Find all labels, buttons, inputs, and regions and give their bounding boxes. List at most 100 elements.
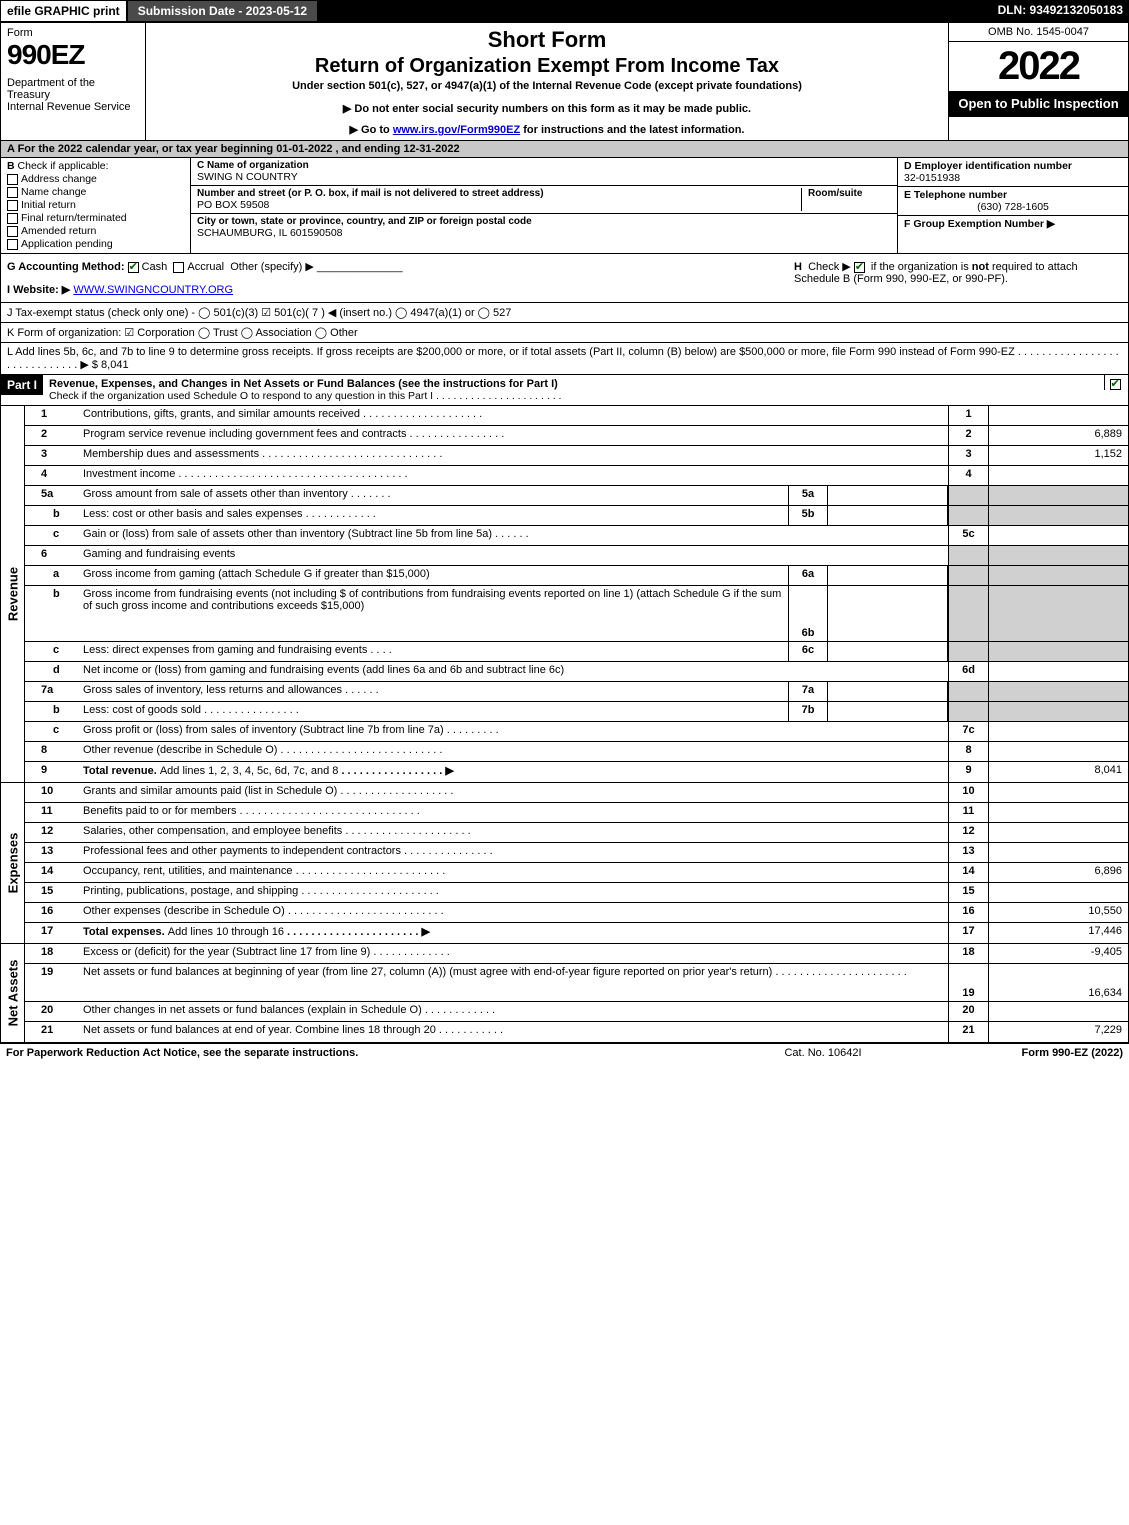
ln2-box: 2 xyxy=(948,426,988,445)
ln5a-minival xyxy=(828,486,948,505)
header-right: OMB No. 1545-0047 2022 Open to Public In… xyxy=(948,23,1128,140)
phone-block: E Telephone number (630) 728-1605 xyxy=(898,187,1128,216)
ln6-val xyxy=(988,546,1128,565)
line-7a: 7a Gross sales of inventory, less return… xyxy=(25,682,1128,702)
ln2-desc: Program service revenue including govern… xyxy=(79,426,948,445)
ln6c-num: c xyxy=(25,642,79,661)
line-6a: a Gross income from gaming (attach Sched… xyxy=(25,566,1128,586)
part1-title: Revenue, Expenses, and Changes in Net As… xyxy=(43,375,1104,405)
ln9-num: 9 xyxy=(25,762,79,782)
chk-address-change[interactable]: Address change xyxy=(7,173,184,185)
chk-cash[interactable] xyxy=(128,262,139,273)
ln6a-desc: Gross income from gaming (attach Schedul… xyxy=(79,566,788,585)
ln5b-mini: 5b xyxy=(788,506,828,525)
ln6-box xyxy=(948,546,988,565)
submission-date: Submission Date - 2023-05-12 xyxy=(127,0,318,22)
ln21-box: 21 xyxy=(948,1022,988,1042)
ln6a-val xyxy=(988,566,1128,585)
ln18-num: 18 xyxy=(25,944,79,963)
efile-print-label[interactable]: efile GRAPHIC print xyxy=(0,0,127,22)
ln20-desc: Other changes in net assets or fund bala… xyxy=(79,1002,948,1021)
ln8-val xyxy=(988,742,1128,761)
ln5b-num: b xyxy=(25,506,79,525)
line-7c: c Gross profit or (loss) from sales of i… xyxy=(25,722,1128,742)
l-value: 8,041 xyxy=(101,359,129,371)
irs-link[interactable]: www.irs.gov/Form990EZ xyxy=(393,124,520,136)
ln14-desc: Occupancy, rent, utilities, and maintena… xyxy=(79,863,948,882)
chk-accrual[interactable] xyxy=(173,262,184,273)
ln15-num: 15 xyxy=(25,883,79,902)
ln14-val: 6,896 xyxy=(988,863,1128,882)
ln18-desc: Excess or (deficit) for the year (Subtra… xyxy=(79,944,948,963)
org-city-block: City or town, state or province, country… xyxy=(191,214,897,241)
addr-value: PO BOX 59508 xyxy=(197,199,801,211)
ln20-box: 20 xyxy=(948,1002,988,1021)
footer-right: Form 990-EZ (2022) xyxy=(923,1047,1123,1059)
ln20-val xyxy=(988,1002,1128,1021)
form-title-main: Return of Organization Exempt From Incom… xyxy=(154,55,940,78)
website-label: I Website: ▶ xyxy=(7,284,70,296)
ln3-val: 1,152 xyxy=(988,446,1128,465)
ln5a-val xyxy=(988,486,1128,505)
group-exemption-block: F Group Exemption Number ▶ xyxy=(898,216,1128,232)
g-label: G Accounting Method: xyxy=(7,261,125,273)
ln8-num: 8 xyxy=(25,742,79,761)
ln3-box: 3 xyxy=(948,446,988,465)
line-5b: b Less: cost or other basis and sales ex… xyxy=(25,506,1128,526)
chk-amended-return[interactable]: Amended return xyxy=(7,225,184,237)
line-12: 12 Salaries, other compensation, and emp… xyxy=(25,823,1128,843)
line-11: 11 Benefits paid to or for members . . .… xyxy=(25,803,1128,823)
chk-initial-return[interactable]: Initial return xyxy=(7,199,184,211)
ln5a-box xyxy=(948,486,988,505)
chk-application-pending[interactable]: Application pending xyxy=(7,238,184,250)
website-link[interactable]: WWW.SWINGNCOUNTRY.ORG xyxy=(73,284,233,296)
ln7a-val xyxy=(988,682,1128,701)
section-b: B Check if applicable: Address change Na… xyxy=(1,158,191,253)
ln5b-minival xyxy=(828,506,948,525)
line-6d: d Net income or (loss) from gaming and f… xyxy=(25,662,1128,682)
ln4-desc: Investment income . . . . . . . . . . . … xyxy=(79,466,948,485)
line-21: 21 Net assets or fund balances at end of… xyxy=(25,1022,1128,1042)
ln19-val: 16,634 xyxy=(988,964,1128,1001)
ln1-desc: Contributions, gifts, grants, and simila… xyxy=(79,406,948,425)
ln19-desc: Net assets or fund balances at beginning… xyxy=(79,964,948,1001)
tax-year: 2022 xyxy=(949,42,1128,92)
ein-value: 32-0151938 xyxy=(904,172,1122,184)
accounting-method: G Accounting Method: Cash Accrual Other … xyxy=(1,254,788,302)
ln16-num: 16 xyxy=(25,903,79,922)
form-subtitle: Under section 501(c), 527, or 4947(a)(1)… xyxy=(154,80,940,92)
ln5b-desc: Less: cost or other basis and sales expe… xyxy=(79,506,788,525)
line-6b: b Gross income from fundraising events (… xyxy=(25,586,1128,642)
part1-schedule-o-check[interactable] xyxy=(1104,375,1128,390)
chk-schedule-b[interactable] xyxy=(854,262,865,273)
part1-check-line: Check if the organization used Schedule … xyxy=(49,390,561,402)
org-info-row: B Check if applicable: Address change Na… xyxy=(1,158,1128,254)
netassets-lines: 18 Excess or (deficit) for the year (Sub… xyxy=(25,944,1128,1042)
org-name-label: C Name of organization xyxy=(197,160,891,171)
ln5a-mini: 5a xyxy=(788,486,828,505)
ssn-warning: ▶ Do not enter social security numbers o… xyxy=(154,102,940,115)
ln5a-num: 5a xyxy=(25,486,79,505)
footer-catno: Cat. No. 10642I xyxy=(723,1047,923,1059)
footer-left: For Paperwork Reduction Act Notice, see … xyxy=(6,1047,723,1059)
ln6c-minival xyxy=(828,642,948,661)
form-header: Form 990EZ Department of the Treasury In… xyxy=(1,23,1128,141)
line-5a: 5a Gross amount from sale of assets othe… xyxy=(25,486,1128,506)
ln10-num: 10 xyxy=(25,783,79,802)
ln6a-minival xyxy=(828,566,948,585)
sub3-post: for instructions and the latest informat… xyxy=(520,124,744,136)
ln5a-desc: Gross amount from sale of assets other t… xyxy=(79,486,788,505)
ln8-box: 8 xyxy=(948,742,988,761)
chk-name-change[interactable]: Name change xyxy=(7,186,184,198)
ln5c-num: c xyxy=(25,526,79,545)
ln7c-box: 7c xyxy=(948,722,988,741)
header-left: Form 990EZ Department of the Treasury In… xyxy=(1,23,146,140)
ln11-box: 11 xyxy=(948,803,988,822)
chk-final-return[interactable]: Final return/terminated xyxy=(7,212,184,224)
revenue-lines: 1 Contributions, gifts, grants, and simi… xyxy=(25,406,1128,782)
line-16: 16 Other expenses (describe in Schedule … xyxy=(25,903,1128,923)
ln6-num: 6 xyxy=(25,546,79,565)
line-18: 18 Excess or (deficit) for the year (Sub… xyxy=(25,944,1128,964)
line-2: 2 Program service revenue including gove… xyxy=(25,426,1128,446)
ln15-box: 15 xyxy=(948,883,988,902)
